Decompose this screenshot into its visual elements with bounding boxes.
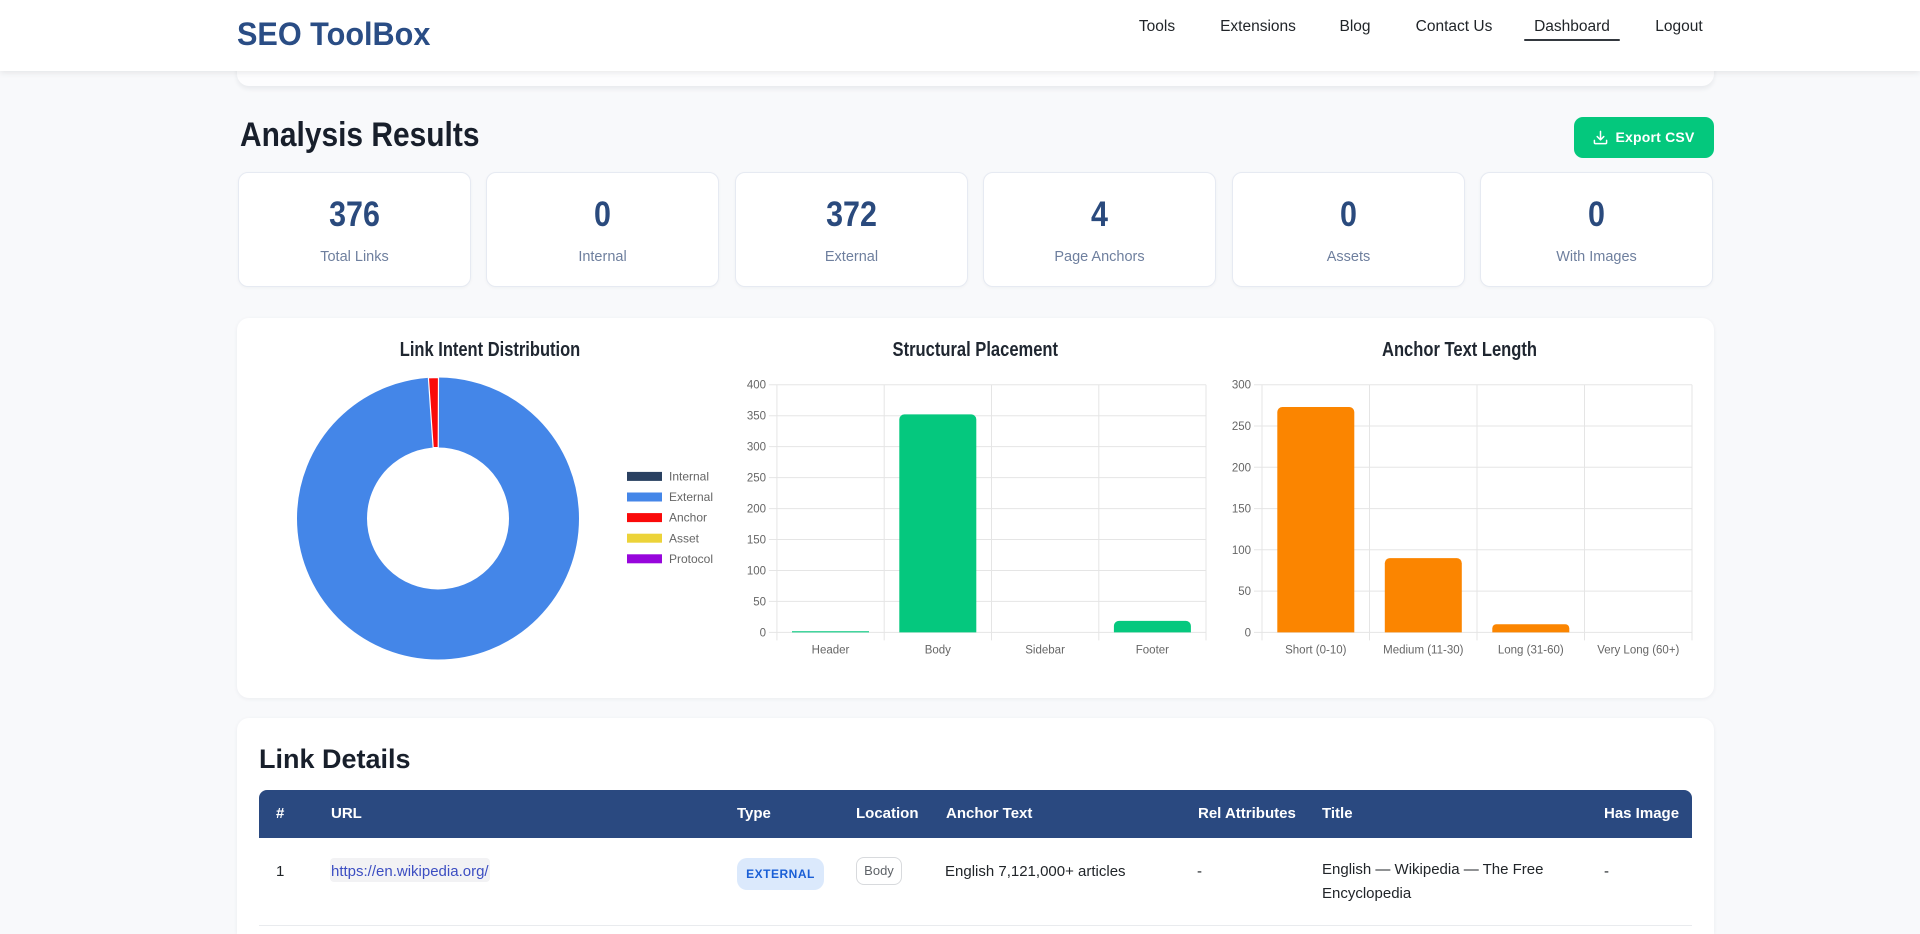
svg-text:400: 400 (747, 380, 766, 392)
svg-text:Sidebar: Sidebar (1025, 645, 1065, 657)
svg-text:Anchor: Anchor (669, 511, 707, 525)
svg-text:200: 200 (1232, 462, 1251, 474)
svg-text:350: 350 (747, 411, 766, 423)
svg-text:External: External (669, 490, 713, 504)
svg-text:150: 150 (747, 535, 766, 547)
svg-text:250: 250 (1232, 421, 1251, 433)
svg-text:Link Intent Distribution: Link Intent Distribution (400, 338, 581, 361)
svg-text:Asset: Asset (669, 531, 700, 545)
svg-text:150: 150 (1232, 504, 1251, 516)
svg-text:300: 300 (1232, 380, 1251, 392)
svg-text:200: 200 (747, 504, 766, 516)
svg-text:50: 50 (753, 596, 766, 608)
svg-text:Short (0-10): Short (0-10) (1285, 645, 1347, 657)
svg-text:0: 0 (760, 627, 766, 639)
svg-text:Internal: Internal (669, 470, 709, 484)
svg-text:Header: Header (812, 645, 850, 657)
svg-text:Medium (11-30): Medium (11-30) (1383, 645, 1463, 657)
svg-text:Very Long (60+): Very Long (60+) (1597, 645, 1679, 657)
svg-text:250: 250 (747, 473, 766, 485)
svg-text:300: 300 (747, 442, 766, 454)
svg-text:Long (31-60): Long (31-60) (1498, 645, 1564, 657)
svg-text:0: 0 (1245, 627, 1251, 639)
svg-text:Structural Placement: Structural Placement (893, 338, 1059, 361)
svg-text:Protocol: Protocol (669, 552, 713, 566)
svg-text:Footer: Footer (1136, 645, 1169, 657)
svg-text:Body: Body (925, 645, 951, 657)
svg-text:Anchor Text Length: Anchor Text Length (1382, 338, 1537, 361)
svg-text:50: 50 (1238, 586, 1251, 598)
svg-text:100: 100 (1232, 545, 1251, 557)
svg-text:100: 100 (747, 566, 766, 578)
